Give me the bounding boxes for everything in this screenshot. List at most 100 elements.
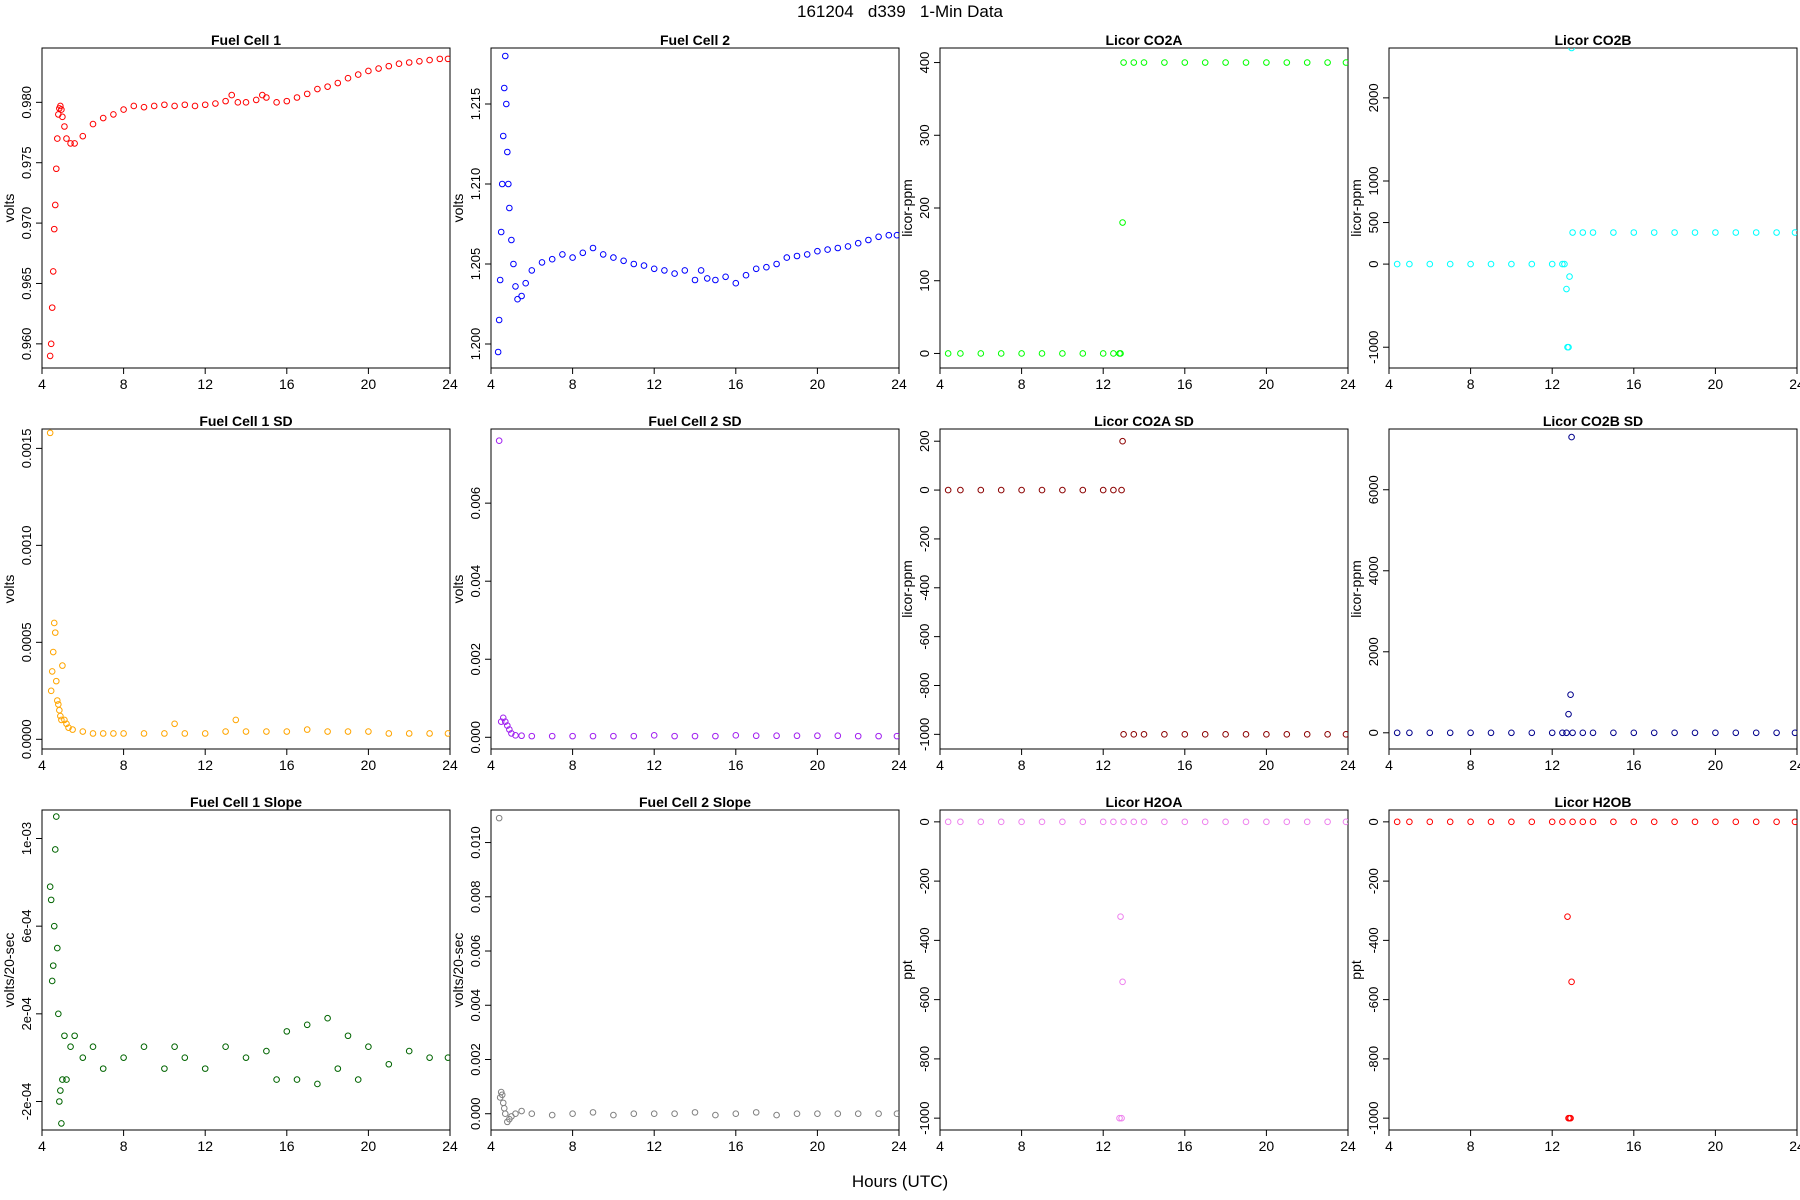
data-point (61, 123, 68, 130)
data-point (263, 1047, 270, 1055)
x-tick-label: 20 (1259, 376, 1275, 392)
data-point (283, 728, 291, 735)
fuel-cell-2-sd-title: Fuel Cell 2 SD (648, 413, 741, 429)
data-point (1119, 978, 1126, 986)
data-point (1508, 818, 1515, 826)
fuel-cell-1-sd-plot-frame (41, 428, 451, 750)
x-tick-label: 16 (1177, 376, 1193, 392)
data-point (538, 259, 546, 266)
data-point (365, 728, 372, 735)
data-point (273, 1076, 280, 1083)
data-point (732, 1110, 740, 1118)
data-point (944, 350, 952, 357)
y-tick-label: -1000 (917, 1102, 932, 1135)
data-point (1120, 731, 1127, 738)
data-point (497, 718, 505, 725)
data-point (1650, 229, 1658, 236)
data-point (803, 251, 811, 258)
data-point (314, 1080, 321, 1088)
data-point (51, 201, 59, 209)
fuel-cell-1-slope-title: Fuel Cell 1 Slope (190, 794, 302, 810)
data-point (110, 730, 117, 737)
data-point (495, 316, 503, 324)
data-point (1038, 350, 1046, 357)
data-point (814, 247, 821, 255)
data-point (1630, 229, 1638, 236)
data-point (50, 619, 58, 627)
y-tick-label: 0 (1366, 260, 1381, 267)
data-point (222, 728, 229, 735)
data-point (50, 225, 58, 233)
licor-co2b-title: Licor CO2B (1554, 32, 1631, 48)
data-point (1393, 260, 1401, 268)
data-point (1508, 729, 1515, 737)
data-point (120, 1054, 127, 1061)
data-point (61, 1032, 68, 1040)
data-point (1548, 818, 1556, 826)
data-point (79, 132, 87, 140)
data-point (52, 813, 60, 820)
x-tick-label: 4 (936, 1138, 944, 1154)
x-tick-label: 8 (120, 376, 128, 392)
y-tick-label: 200 (917, 430, 932, 452)
data-point (222, 1043, 229, 1051)
data-point (671, 270, 678, 277)
data-point (1630, 818, 1638, 826)
data-point (589, 1109, 597, 1116)
licor-co2a-sd-ylabel: licor-ppm (899, 560, 915, 618)
y-tick-label: 0 (1366, 729, 1381, 736)
data-point (630, 1110, 638, 1118)
y-tick-label: 300 (917, 124, 932, 146)
data-point (1589, 729, 1597, 737)
licor-h2ob-title: Licor H2OB (1554, 794, 1631, 810)
data-point (1610, 729, 1617, 737)
x-tick-label: 20 (361, 1138, 377, 1154)
x-tick-label: 4 (487, 757, 495, 773)
x-tick-label: 24 (891, 376, 907, 392)
data-point (405, 59, 413, 66)
y-tick-label: 1.205 (468, 248, 483, 281)
x-tick-label: 12 (1544, 1138, 1560, 1154)
data-point (997, 818, 1005, 826)
data-point (752, 1109, 760, 1116)
x-tick-label: 4 (38, 376, 46, 392)
data-point (1712, 729, 1719, 737)
data-point (752, 265, 760, 273)
data-point (722, 273, 729, 281)
data-point (1773, 818, 1780, 826)
x-tick-label: 12 (197, 757, 213, 773)
data-point (1426, 818, 1434, 826)
x-tick-label: 24 (442, 1138, 458, 1154)
x-tick-label: 12 (1095, 1138, 1111, 1154)
licor-co2a-sd-plot-frame (939, 428, 1349, 750)
data-point (1487, 818, 1495, 826)
data-point (140, 103, 148, 111)
data-point (712, 732, 719, 740)
data-point (293, 94, 301, 101)
data-point (1099, 486, 1107, 494)
data-point (1283, 59, 1291, 66)
data-point (57, 1087, 64, 1094)
data-point (54, 944, 61, 952)
y-tick-label: 4000 (1366, 556, 1381, 585)
data-point (436, 55, 444, 63)
data-point (334, 79, 342, 87)
data-point (893, 732, 899, 740)
data-point (273, 99, 280, 106)
data-point (161, 1065, 168, 1072)
data-point (395, 60, 403, 67)
data-point (893, 231, 899, 239)
data-point (1559, 818, 1566, 826)
data-point (1610, 229, 1617, 236)
data-point (691, 1109, 699, 1116)
x-tick-label: 20 (361, 376, 377, 392)
data-point (416, 57, 423, 65)
data-point (1120, 818, 1127, 826)
data-point (703, 275, 711, 282)
data-point (1303, 59, 1311, 66)
x-tick-label: 16 (279, 757, 295, 773)
data-point (120, 106, 127, 113)
y-tick-label: 0.0000 (19, 719, 34, 759)
data-point (1263, 59, 1270, 66)
